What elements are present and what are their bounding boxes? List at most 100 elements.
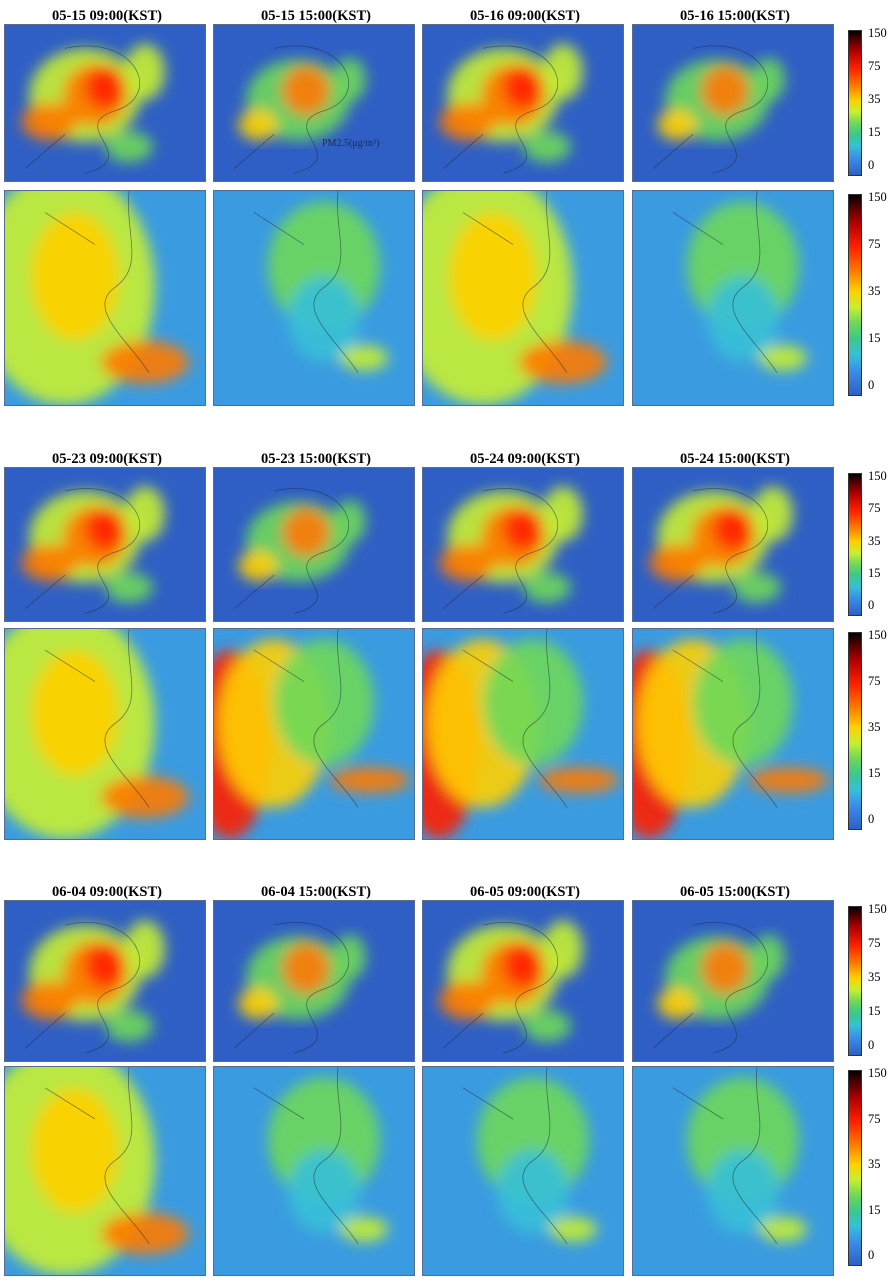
concentration-map [633, 25, 833, 181]
concentration-map [633, 191, 833, 405]
panel-timestamp-title: 06-04 15:00(KST) [261, 884, 371, 900]
panel-timestamp-title: 05-24 15:00(KST) [680, 451, 790, 467]
map-korea-g1-c0 [4, 628, 206, 840]
colorbar-tick-label: 0 [868, 1038, 875, 1052]
colorbar-tick-label: 15 [868, 1004, 881, 1018]
concentration-map [214, 191, 414, 405]
map-east-asia-g0-c0 [4, 24, 206, 182]
colorbar-tick-label: 35 [868, 720, 881, 734]
map-east-asia-g0-c1 [213, 24, 415, 182]
coastline [652, 45, 769, 174]
map-east-asia-g2-c3 [632, 900, 834, 1062]
colorbar-tick-label: 0 [868, 598, 875, 612]
coastline [672, 1067, 778, 1244]
concentration-map [214, 468, 414, 621]
map-korea-g2-c2 [422, 1066, 624, 1276]
panel-timestamp-title: 05-15 09:00(KST) [52, 8, 162, 24]
colorbar-tick-label: 75 [868, 59, 881, 73]
colorbar-bottom-g0 [848, 194, 862, 396]
map-east-asia-g0-c3 [632, 24, 834, 182]
colorbar-tick-label: 150 [868, 26, 887, 40]
map-korea-g2-c1 [213, 1066, 415, 1276]
concentration-map [423, 25, 623, 181]
colorbar-tick-label: 35 [868, 970, 881, 984]
concentration-map [5, 629, 205, 839]
map-korea-g2-c3 [632, 1066, 834, 1276]
panel-timestamp-title: 06-05 15:00(KST) [680, 884, 790, 900]
concentration-map [633, 468, 833, 621]
colorbar-tick-label: 0 [868, 378, 875, 392]
colorbar-tick-label: 150 [868, 902, 887, 916]
panel-timestamp-title: 05-15 15:00(KST) [261, 8, 371, 24]
coastline [253, 629, 359, 808]
map-east-asia-g1-c2 [422, 467, 624, 622]
concentration-map [5, 191, 205, 405]
coastline [442, 45, 559, 174]
colorbar-top-g2 [848, 906, 862, 1056]
map-korea-g1-c3 [632, 628, 834, 840]
panel-timestamp-title: 05-23 09:00(KST) [52, 451, 162, 467]
coastline [652, 488, 769, 614]
panel-timestamp-title: 06-04 09:00(KST) [52, 884, 162, 900]
colorbar-tick-label: 35 [868, 284, 881, 298]
coastline [233, 45, 350, 174]
colorbar-tick-label: 15 [868, 331, 881, 345]
concentration-map [423, 629, 623, 839]
coastline [233, 488, 350, 614]
coastline [442, 488, 559, 614]
map-east-asia-g0-c2 [422, 24, 624, 182]
concentration-map [5, 25, 205, 181]
map-korea-g2-c0 [4, 1066, 206, 1276]
coastline [462, 191, 568, 374]
panel-timestamp-title: 05-16 15:00(KST) [680, 8, 790, 24]
colorbar-tick-label: 0 [868, 812, 875, 826]
coastline [253, 191, 359, 374]
map-korea-g0-c0 [4, 190, 206, 406]
concentration-map [214, 1067, 414, 1275]
panel-timestamp-title: 05-24 09:00(KST) [470, 451, 580, 467]
coastline [672, 191, 778, 374]
coastline [24, 922, 141, 1054]
colorbar-tick-label: 15 [868, 1202, 881, 1217]
coastline [24, 488, 141, 614]
colorbar-tick-label: 75 [868, 936, 881, 950]
concentration-map [5, 1067, 205, 1275]
colorbar-tick-label: 35 [868, 92, 881, 106]
map-east-asia-g2-c1 [213, 900, 415, 1062]
colorbar-tick-label: 150 [868, 628, 887, 642]
colorbar-tick-label: 0 [868, 158, 875, 172]
concentration-map [423, 468, 623, 621]
colorbar-bottom-g2 [848, 1070, 862, 1266]
colorbar-tick-label: 0 [868, 1248, 875, 1262]
colorbar-tick-label: 75 [868, 1111, 881, 1126]
concentration-map [423, 1067, 623, 1275]
map-east-asia-g2-c2 [422, 900, 624, 1062]
map-korea-g1-c1 [213, 628, 415, 840]
concentration-map [633, 629, 833, 839]
concentration-map [214, 901, 414, 1061]
coastline [233, 922, 350, 1054]
panel-timestamp-title: 05-23 15:00(KST) [261, 451, 371, 467]
concentration-map [214, 25, 414, 181]
coastline [44, 629, 150, 808]
coastline [462, 629, 568, 808]
colorbar-tick-label: 35 [868, 1157, 881, 1171]
map-east-asia-g2-c0 [4, 900, 206, 1062]
map-east-asia-g1-c1 [213, 467, 415, 622]
map-korea-g0-c1 [213, 190, 415, 406]
colorbar-tick-label: 15 [868, 125, 881, 139]
colorbar-tick-label: 75 [868, 674, 881, 688]
colorbar-top-g0 [848, 30, 862, 176]
colorbar-tick-label: 15 [868, 766, 881, 780]
map-east-asia-g1-c0 [4, 467, 206, 622]
panel-timestamp-title: 05-16 09:00(KST) [470, 8, 580, 24]
concentration-map [423, 191, 623, 405]
concentration-map [214, 629, 414, 839]
coastline [24, 45, 141, 174]
colorbar-bottom-g1 [848, 632, 862, 830]
concentration-map [5, 901, 205, 1061]
colorbar-tick-label: 150 [868, 1066, 887, 1080]
coastline [253, 1067, 359, 1244]
coastline [44, 1067, 150, 1244]
coastline [442, 922, 559, 1054]
